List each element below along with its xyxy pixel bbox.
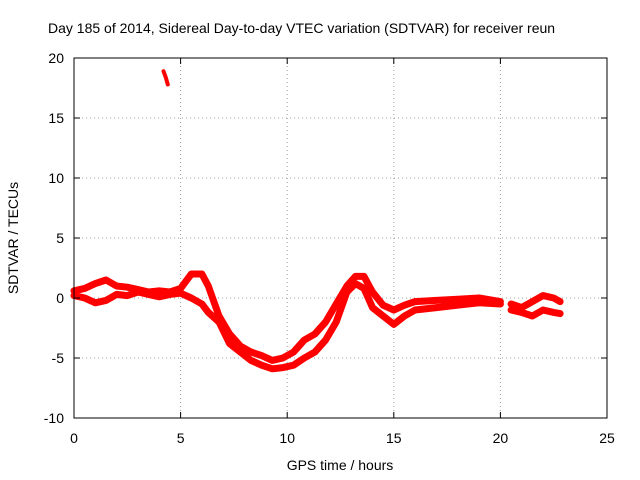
series-outlier [161,69,170,87]
y-tick-label: 0 [56,290,64,306]
x-axis-label: GPS time / hours [287,457,394,473]
x-tick-label: 20 [493,430,509,446]
x-tick-label: 0 [70,430,78,446]
ticks [73,57,608,419]
tick-labels: 0 5 10 15 20 25 -10 -5 0 5 10 15 20 [44,50,615,446]
series-late-lower [507,306,564,320]
series-late [507,292,564,312]
y-tick-label: -5 [52,350,65,366]
x-tick-label: 5 [177,430,185,446]
series-main-lower [70,280,504,373]
y-tick-label: 20 [48,50,64,66]
y-tick-label: -10 [44,410,64,426]
y-tick-label: 10 [48,170,64,186]
x-tick-label: 10 [279,430,295,446]
chart-title: Day 185 of 2014, Sidereal Day-to-day VTE… [48,20,555,36]
x-tick-label: 25 [599,430,615,446]
grid [74,58,607,418]
y-axis-label: SDTVAR / TECUs [5,182,21,294]
series-layer [70,69,564,373]
y-tick-label: 5 [56,230,64,246]
x-tick-label: 15 [386,430,402,446]
y-tick-label: 15 [48,110,64,126]
